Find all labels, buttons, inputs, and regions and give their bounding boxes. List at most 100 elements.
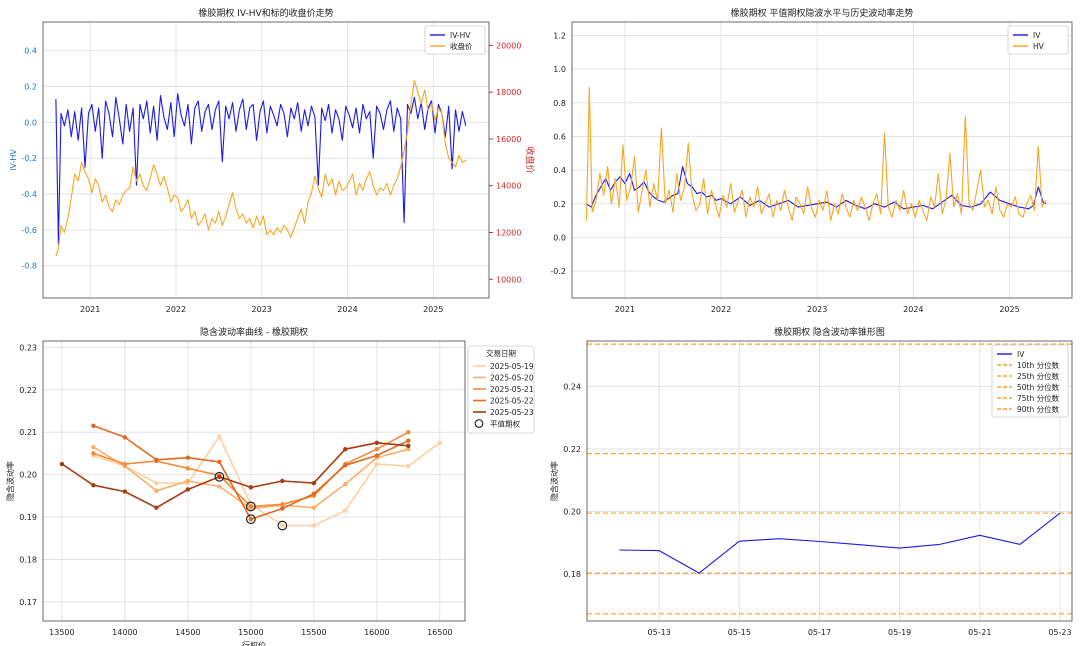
legend-label: 10th 分位数 bbox=[1017, 360, 1060, 370]
chart-title: 橡胶期权 隐含波动率锥形图 bbox=[774, 326, 885, 338]
y-tick-label: 0.18 bbox=[19, 555, 37, 564]
chart-panel-3: 隐含波动率曲线 - 橡胶期权 13500 14000 14500 15000 15500 1… bbox=[5, 326, 535, 646]
y-tick-label: 0.24 bbox=[563, 382, 581, 391]
legend-swatch bbox=[474, 419, 484, 428]
data-point bbox=[185, 478, 191, 484]
data-point bbox=[406, 430, 411, 435]
x-tick-label: 05-17 bbox=[808, 628, 831, 637]
legend-label: 2025-05-20 bbox=[490, 374, 534, 383]
plot-frame bbox=[42, 340, 466, 622]
y-tick-label: -0.2 bbox=[550, 267, 566, 276]
legend-box bbox=[991, 344, 1069, 418]
plot-area bbox=[572, 22, 1072, 298]
x-tick-label: 15000 bbox=[238, 628, 263, 637]
data-point bbox=[406, 463, 411, 469]
data-point bbox=[154, 488, 159, 493]
data-point bbox=[217, 474, 222, 479]
data-point bbox=[374, 453, 380, 458]
data-point bbox=[343, 481, 348, 487]
series-group bbox=[59, 423, 443, 531]
legend-box bbox=[424, 25, 486, 55]
y2-tick-label: 18000 bbox=[496, 88, 521, 97]
series-line bbox=[61, 441, 409, 509]
y-tick-label: 0.19 bbox=[19, 513, 37, 522]
x-tick-label: 15500 bbox=[301, 628, 326, 637]
y-tick-label: 0.0 bbox=[24, 118, 37, 127]
data-point bbox=[185, 455, 191, 460]
data-point bbox=[122, 489, 128, 494]
legend-title: 交易日期 bbox=[486, 348, 516, 358]
atm-marker bbox=[277, 520, 288, 531]
y-tick-label: 0.4 bbox=[553, 166, 566, 175]
data-point bbox=[406, 438, 411, 443]
y2-tick-label: 10000 bbox=[496, 275, 521, 284]
legend-label: IV bbox=[1017, 350, 1025, 359]
data-point bbox=[280, 478, 285, 484]
data-point bbox=[311, 480, 317, 486]
x-tick-label: 05-19 bbox=[888, 628, 911, 637]
data-point bbox=[217, 459, 222, 465]
plot-area bbox=[43, 341, 465, 621]
y-tick-label: -0.4 bbox=[21, 190, 37, 199]
legend-label: 75th 分位数 bbox=[1017, 393, 1060, 403]
y-tick-label: 0.23 bbox=[19, 343, 37, 352]
x-tick-label: 2024 bbox=[337, 305, 357, 314]
plot-frame bbox=[571, 21, 1073, 299]
y-tick-label: 0.6 bbox=[553, 132, 566, 141]
atm-marker bbox=[245, 501, 256, 512]
data-point bbox=[374, 440, 380, 446]
data-point bbox=[343, 508, 348, 513]
series-group bbox=[585, 87, 1047, 222]
x-axis-label: 行权价 bbox=[242, 640, 266, 646]
chart-title: 隐含波动率曲线 - 橡胶期权 bbox=[200, 326, 308, 338]
series-group bbox=[55, 79, 467, 257]
chart-panel-2: 橡胶期权 平值期权隐波水平与历史波动率走势 2021 2022 2023 2024 202… bbox=[550, 7, 1073, 314]
data-point bbox=[406, 443, 411, 448]
grid bbox=[43, 341, 465, 621]
x-tick-label: 2022 bbox=[166, 305, 186, 314]
y2-tick-label: 12000 bbox=[496, 229, 521, 238]
series-line bbox=[585, 87, 1047, 222]
legend-label: 收盘价 bbox=[450, 41, 473, 51]
legend-label: 90th 分位数 bbox=[1017, 404, 1060, 414]
plot-frame bbox=[586, 340, 1073, 622]
x-tick-label: 16500 bbox=[427, 628, 452, 637]
data-point bbox=[122, 461, 128, 467]
data-point bbox=[154, 457, 159, 462]
data-point bbox=[280, 506, 285, 511]
y-tick-label: 0.2 bbox=[553, 200, 566, 209]
x-tick-label: 2025 bbox=[999, 305, 1019, 314]
legend-label: 25th 分位数 bbox=[1017, 371, 1060, 381]
legend: 交易日期 2025-05-19 2025-05-20 2025-05-21 2025-0… bbox=[467, 345, 535, 434]
chart-title: 橡胶期权 平值期权隐波水平与历史波动率走势 bbox=[731, 7, 914, 19]
y2-tick-label: 14000 bbox=[496, 182, 521, 191]
data-point bbox=[154, 480, 159, 486]
series-line bbox=[619, 512, 1061, 574]
data-point bbox=[91, 423, 96, 429]
x-tick-label: 2023 bbox=[252, 305, 272, 314]
plot-area bbox=[43, 22, 489, 298]
data-point bbox=[91, 444, 96, 450]
data-point bbox=[248, 516, 254, 522]
data-point bbox=[185, 487, 191, 492]
y-tick-label: 0.18 bbox=[563, 570, 581, 579]
series-line bbox=[93, 435, 441, 527]
grid bbox=[572, 22, 1072, 298]
data-point bbox=[311, 523, 317, 528]
data-point bbox=[59, 461, 65, 467]
x-tick-label: 16000 bbox=[364, 628, 389, 637]
legend-label: 50th 分位数 bbox=[1017, 382, 1060, 392]
x-tick-label: 2021 bbox=[615, 305, 635, 314]
data-point bbox=[280, 523, 285, 528]
data-point bbox=[374, 461, 380, 467]
x-tick-label: 2025 bbox=[423, 305, 443, 314]
y-tick-label: 1.0 bbox=[553, 65, 566, 74]
data-point bbox=[185, 466, 191, 471]
y-axis-label: IV-HV bbox=[9, 149, 18, 171]
x-tick-label: 2024 bbox=[903, 305, 923, 314]
legend-label: HV bbox=[1033, 42, 1045, 51]
y-tick-label: 0.2 bbox=[24, 83, 37, 92]
y-tick-label: 1.2 bbox=[553, 31, 566, 40]
